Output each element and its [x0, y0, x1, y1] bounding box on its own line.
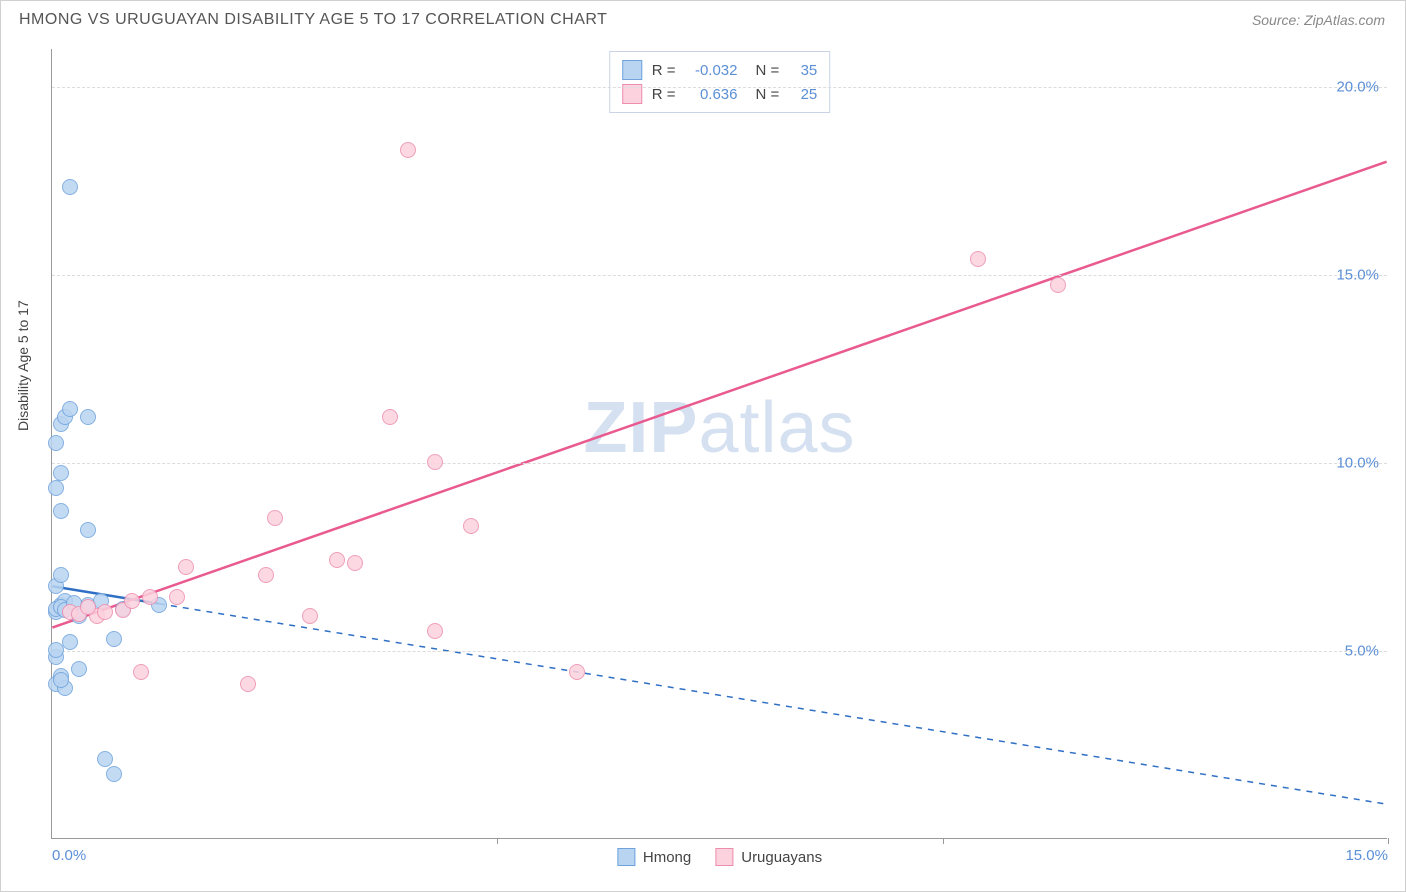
plot-area: ZIPatlas R =-0.032N =35R =0.636N =25 Hmo…	[51, 49, 1387, 839]
scatter-point	[142, 589, 158, 605]
scatter-point	[1050, 277, 1066, 293]
y-axis-label: Disability Age 5 to 17	[15, 300, 31, 431]
chart-container: HMONG VS URUGUAYAN DISABILITY AGE 5 TO 1…	[0, 0, 1406, 892]
scatter-point	[80, 522, 96, 538]
scatter-point	[169, 589, 185, 605]
scatter-point	[329, 552, 345, 568]
scatter-point	[62, 401, 78, 417]
scatter-point	[80, 599, 96, 615]
legend-r-value: -0.032	[686, 62, 738, 79]
gridline	[52, 463, 1387, 464]
gridline	[52, 275, 1387, 276]
scatter-point	[400, 142, 416, 158]
scatter-point	[178, 559, 194, 575]
legend-item: Uruguayans	[715, 848, 822, 866]
legend-row: R = -0.032 N = 35	[622, 58, 818, 82]
y-tick-label: 15.0%	[1336, 266, 1379, 283]
chart-header: HMONG VS URUGUAYAN DISABILITY AGE 5 TO 1…	[1, 1, 1405, 35]
legend-r-label: R =	[652, 62, 676, 79]
legend-swatch	[715, 848, 733, 866]
gridline	[52, 651, 1387, 652]
chart-title: HMONG VS URUGUAYAN DISABILITY AGE 5 TO 1…	[19, 11, 607, 29]
gridline	[52, 87, 1387, 88]
y-tick-label: 5.0%	[1345, 642, 1379, 659]
watermark: ZIPatlas	[583, 387, 855, 469]
scatter-point	[53, 567, 69, 583]
scatter-point	[106, 766, 122, 782]
x-tick-label: 15.0%	[1345, 847, 1388, 864]
scatter-point	[97, 604, 113, 620]
x-tick	[497, 838, 498, 844]
x-tick	[1388, 838, 1389, 844]
scatter-point	[62, 179, 78, 195]
scatter-point	[97, 751, 113, 767]
scatter-point	[133, 664, 149, 680]
scatter-point	[106, 631, 122, 647]
x-tick-label: 0.0%	[52, 847, 86, 864]
legend-row: R = 0.636 N = 25	[622, 82, 818, 106]
legend-n-value: 35	[789, 62, 817, 79]
legend-swatch	[617, 848, 635, 866]
scatter-point	[258, 567, 274, 583]
correlation-legend: R = -0.032 N = 35 R = 0.636 N = 25	[609, 51, 831, 113]
scatter-point	[48, 642, 64, 658]
scatter-point	[569, 664, 585, 680]
trend-line-extrapolated	[159, 604, 1387, 804]
legend-swatch	[622, 60, 642, 80]
scatter-point	[48, 480, 64, 496]
scatter-point	[267, 510, 283, 526]
scatter-point	[427, 623, 443, 639]
scatter-point	[302, 608, 318, 624]
legend-r-value: 0.636	[686, 86, 738, 103]
scatter-point	[347, 555, 363, 571]
scatter-point	[463, 518, 479, 534]
scatter-point	[80, 409, 96, 425]
chart-source: Source: ZipAtlas.com	[1252, 12, 1385, 28]
scatter-point	[240, 676, 256, 692]
trend-lines-layer	[52, 49, 1387, 838]
scatter-point	[71, 661, 87, 677]
y-tick-label: 10.0%	[1336, 454, 1379, 471]
series-legend: Hmong Uruguayans	[617, 848, 822, 866]
y-tick-label: 20.0%	[1336, 78, 1379, 95]
scatter-point	[124, 593, 140, 609]
legend-n-label: N =	[756, 62, 780, 79]
trend-line	[52, 162, 1386, 628]
scatter-point	[53, 503, 69, 519]
legend-n-label: N =	[756, 86, 780, 103]
scatter-point	[53, 465, 69, 481]
x-tick	[943, 838, 944, 844]
scatter-point	[382, 409, 398, 425]
scatter-point	[48, 435, 64, 451]
scatter-point	[427, 454, 443, 470]
legend-n-value: 25	[789, 86, 817, 103]
legend-label: Uruguayans	[741, 849, 822, 866]
scatter-point	[53, 672, 69, 688]
legend-label: Hmong	[643, 849, 691, 866]
legend-r-label: R =	[652, 86, 676, 103]
legend-item: Hmong	[617, 848, 691, 866]
scatter-point	[970, 251, 986, 267]
